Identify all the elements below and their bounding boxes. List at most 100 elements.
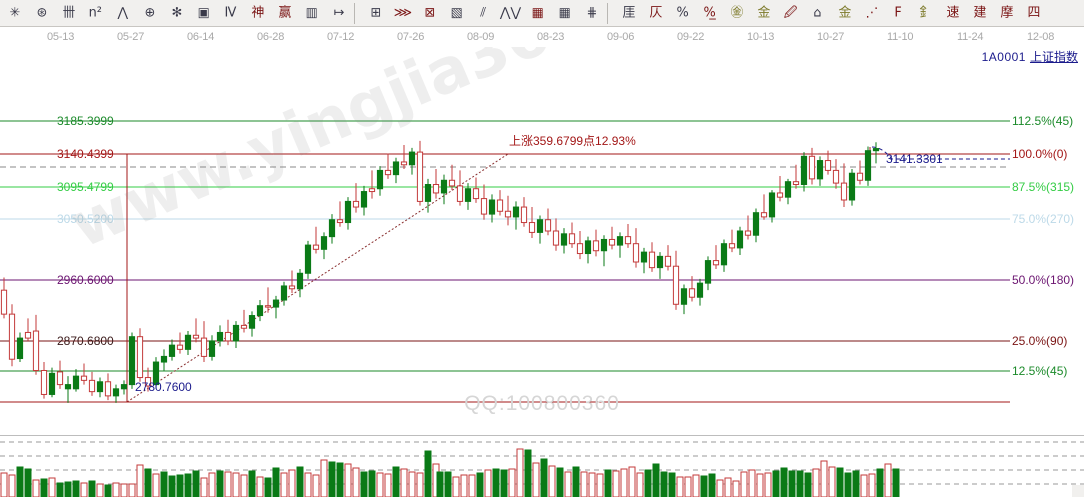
mo-lines-icon[interactable]: 摩 [1000, 5, 1013, 21]
candle-body [536, 219, 544, 233]
candle-body [240, 324, 248, 329]
volume-bar [344, 463, 352, 497]
volume-bar [136, 464, 144, 497]
price-level-label: 2960.6000 [57, 273, 114, 287]
candle-body [392, 161, 400, 176]
volume-canvas[interactable] [0, 436, 1084, 497]
si-lines-icon[interactable]: 四 [1027, 5, 1040, 21]
volume-bar [64, 481, 72, 497]
candle-body [232, 324, 240, 342]
shen-grid-icon[interactable]: 神 [251, 5, 264, 21]
percent-icon[interactable]: % [676, 5, 689, 21]
gold-lines-icon[interactable]: 金 [757, 5, 770, 21]
zigzag-icon[interactable]: ⋀⋁ [499, 5, 522, 21]
fan-lines-icon[interactable]: ⋙ [393, 5, 412, 21]
volume-bar [16, 466, 24, 497]
span-measure-icon[interactable]: ↦ [333, 5, 344, 21]
volume-panel[interactable] [0, 435, 1084, 497]
boxed-grid-icon[interactable]: ▣ [197, 5, 210, 21]
channel-icon[interactable]: Ⅳ [224, 5, 237, 21]
candle-body [824, 160, 832, 171]
two-rays-icon[interactable]: ⫽ [480, 5, 487, 21]
date-tick: 07-12 [327, 31, 355, 43]
candle-body [160, 355, 168, 363]
f-lines-icon[interactable]: F [894, 5, 903, 21]
candle-body [792, 181, 800, 186]
volume-bar [104, 484, 112, 497]
jian-lines-icon[interactable]: 建 [973, 5, 986, 21]
volume-bar [756, 473, 764, 497]
price-chart-panel[interactable]: 1A0001 上证指数 3185.3999 112.5%(45) 3140.4399 1… [0, 47, 1084, 435]
candle-body [96, 381, 104, 393]
percent-lines-icon[interactable]: %̲ [703, 5, 716, 21]
arch-icon[interactable]: ⌂ [813, 5, 822, 21]
dark-grid-icon[interactable]: ▦ [558, 5, 571, 21]
gold-ratio-icon[interactable]: 金 [838, 5, 851, 21]
su-lines-icon[interactable]: 速 [946, 5, 959, 21]
starburst-icon[interactable]: ✻ [171, 5, 182, 21]
candle-body [760, 212, 768, 218]
diagonal-box-icon[interactable]: ⊠ [424, 5, 435, 21]
candle-body [600, 238, 608, 252]
gold-slope-icon[interactable]: 釒 [919, 5, 932, 21]
volume-bar [368, 470, 376, 497]
price-level-label: 3095.4799 [57, 180, 114, 194]
candle-body [80, 375, 88, 381]
gann-circle-icon[interactable]: ⊛ [36, 5, 47, 21]
ying-grid-icon[interactable]: 赢 [278, 5, 291, 21]
candle-body [144, 377, 152, 387]
levels-list-icon[interactable]: 厓 [622, 5, 635, 21]
candle-body [840, 182, 848, 201]
candle-body [672, 265, 680, 305]
candle-body [40, 370, 48, 395]
rect-frame-icon[interactable]: ⊞ [370, 5, 381, 21]
volume-bar [224, 471, 232, 497]
volume-bar [836, 467, 844, 497]
candle-body [608, 238, 616, 246]
n-squared-icon[interactable]: n² [88, 5, 103, 21]
uplines-icon[interactable]: ⋰ [865, 5, 878, 21]
date-tick: 12-08 [1027, 31, 1055, 43]
swing-low-label: 2780.7600 [135, 380, 192, 394]
candle-body [24, 331, 32, 339]
parallel-lines-icon[interactable]: ⋕ [586, 5, 597, 21]
fib-percent-label: 87.5%(315) [1012, 180, 1075, 194]
volume-bar [620, 468, 628, 497]
ladder-grid-icon[interactable]: ▥ [305, 5, 318, 21]
volume-bar [296, 466, 304, 497]
candle-body [168, 344, 176, 357]
candle-body [408, 151, 416, 166]
volume-bar [868, 473, 876, 497]
percent-fib-icon[interactable]: 仄 [649, 5, 662, 21]
price-level-label: 3140.4399 [57, 147, 114, 161]
candle-body [304, 244, 312, 274]
volume-bar [876, 468, 884, 497]
date-tick: 11-10 [887, 31, 914, 43]
trend-angle-icon[interactable]: ⋀ [117, 5, 128, 21]
candle-body [176, 344, 184, 350]
gann-grid-icon[interactable]: 卌 [62, 5, 75, 21]
fib-fan-icon[interactable]: ✳ [9, 5, 20, 21]
volume-bar [460, 474, 468, 497]
hatched-box-icon[interactable]: ▧ [450, 5, 463, 21]
volume-bar [192, 470, 200, 497]
volume-bar [408, 471, 416, 497]
candlestick-canvas[interactable] [0, 47, 1084, 435]
volume-bar [740, 471, 748, 497]
price-level-label: 3185.3999 [57, 114, 114, 128]
pen-tool-icon[interactable]: 🖉 [783, 5, 798, 21]
volume-bar [724, 477, 732, 497]
crosshair-circle-icon[interactable]: ⊕ [144, 5, 155, 21]
candle-body [216, 331, 224, 342]
uptrend-line [126, 153, 509, 403]
price-level-label: 2870.6800 [57, 334, 114, 348]
pink-grid-icon[interactable]: ▦ [531, 5, 544, 21]
candle-body [848, 172, 856, 201]
candle-body [664, 255, 672, 267]
gold-circle-icon[interactable]: ㊎ [730, 5, 743, 21]
candle-body [352, 200, 360, 208]
candle-body [576, 243, 584, 255]
candle-body [704, 260, 712, 284]
candle-body [296, 272, 304, 290]
date-tick: 09-06 [607, 31, 635, 43]
